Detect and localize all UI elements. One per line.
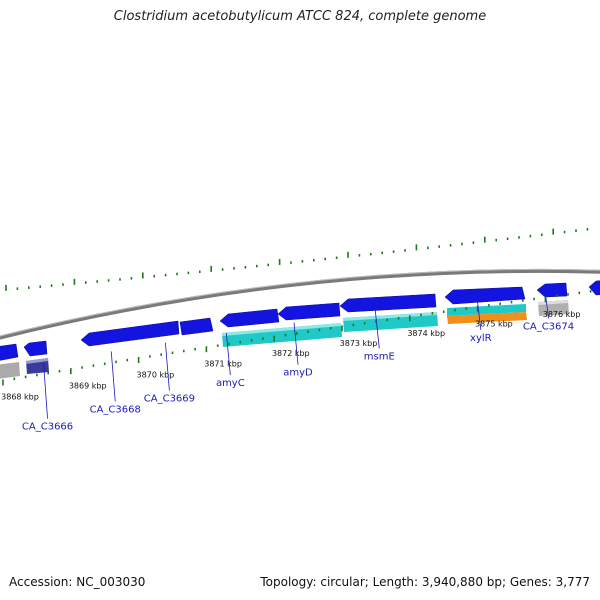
genome-backbone [0,268,600,340]
pseudo-feature[interactable] [0,362,20,379]
gene-label[interactable]: CA_C3668 [90,404,141,415]
genome-backbone-highlight [0,268,600,337]
kbp-label: 3868 kbp [1,393,39,402]
orange-feature[interactable] [447,312,527,324]
gene-arrow[interactable] [0,343,19,361]
outer-tick-track [5,228,589,291]
rna-feature-top [26,358,48,364]
gene-arrow-xylr[interactable] [444,286,526,305]
kbp-label: 3872 kbp [272,349,310,358]
gene-label[interactable]: CA_C3669 [144,394,195,405]
kbp-label: 3875 kbp [475,319,513,328]
accession-text: Accession: NC_003030 [9,575,146,589]
gene-label[interactable]: CA_C3674 [523,321,574,332]
kbp-label: 3876 kbp [543,310,581,319]
pseudo-feature-top [538,300,568,305]
kbp-label: 3871 kbp [204,360,242,369]
gene-arrow-msme[interactable] [339,293,437,313]
feature-track [0,280,600,379]
kbp-label: 3873 kbp [340,339,378,348]
gene-leader-line [110,351,116,402]
kbp-scale: 3868 kbp 3869 kbp 3870 kbp 3871 kbp 3872 kbp… [1,310,580,402]
gene-arrow-amyc[interactable] [219,308,280,328]
gene-label[interactable]: xylR [470,333,492,344]
gene-label[interactable]: amyC [216,378,245,389]
gene-arrow-ca-c3668[interactable] [80,320,180,347]
gene-label[interactable]: CA_C3666 [22,422,73,433]
gene-leader-line [374,310,380,349]
gene-arrow-amyd[interactable] [277,302,341,321]
inner-tick-track [2,290,592,386]
gene-arrow-ca-c3669[interactable] [179,317,214,336]
kbp-label: 3874 kbp [407,329,445,338]
gene-leader-line [225,333,231,376]
gene-arrow[interactable] [23,340,48,357]
cyan-feature-top [222,323,341,336]
kbp-label: 3869 kbp [69,381,107,390]
gene-label[interactable]: msmE [364,351,395,362]
gene-leader-line [544,286,549,319]
genome-summary-text: Topology: circular; Length: 3,940,880 bp… [260,575,590,589]
gene-leader-line [293,322,299,365]
gene-leader-line [43,362,48,419]
gene-arrow-ca-c3674[interactable] [536,282,568,298]
kbp-label: 3870 kbp [137,370,175,379]
gene-leader-line [165,342,170,391]
genome-title: Clostridium acetobutylicum ATCC 824, com… [113,9,487,24]
gene-leader-line [476,295,482,330]
cyan-feature-top [343,312,437,321]
gene-arrow[interactable] [588,280,600,296]
gene-label[interactable]: amyD [283,368,313,379]
